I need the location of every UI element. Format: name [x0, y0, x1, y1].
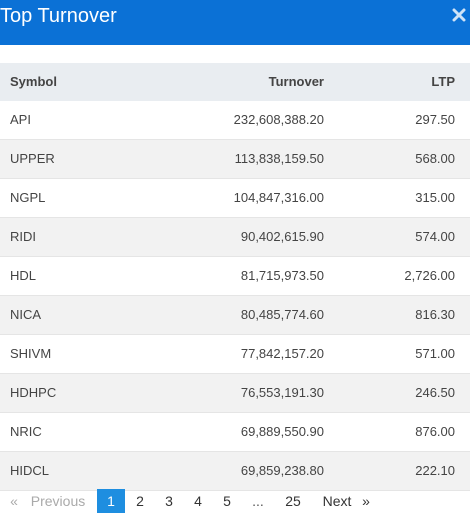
cell-symbol: NICA: [10, 307, 42, 322]
cell-ltp: 297.50: [415, 112, 455, 127]
cell-symbol: UPPER: [10, 151, 55, 166]
table-row[interactable]: NICA 80,485,774.60 816.30: [0, 296, 470, 335]
table-row[interactable]: API 232,608,388.20 297.50: [0, 101, 470, 140]
page-button-3[interactable]: 3: [165, 493, 173, 509]
cell-symbol: NRIC: [10, 424, 42, 439]
cell-turnover: 69,859,238.80: [240, 463, 324, 478]
page-button-5[interactable]: 5: [223, 493, 231, 509]
page-button-2[interactable]: 2: [136, 493, 144, 509]
column-header-ltp[interactable]: LTP: [431, 74, 455, 89]
table-row[interactable]: HDL 81,715,973.50 2,726.00: [0, 257, 470, 296]
table-row[interactable]: HIDCL 69,859,238.80 222.10: [0, 452, 470, 491]
cell-ltp: 568.00: [415, 151, 455, 166]
close-icon[interactable]: [452, 8, 466, 22]
table-body: API 232,608,388.20 297.50 UPPER 113,838,159.…: [0, 101, 470, 491]
cell-ltp: 876.00: [415, 424, 455, 439]
cell-turnover: 232,608,388.20: [233, 112, 324, 127]
column-header-turnover[interactable]: Turnover: [268, 74, 324, 89]
cell-symbol: NGPL: [10, 190, 46, 205]
table-row[interactable]: NRIC 69,889,550.90 876.00: [0, 413, 470, 452]
last-page-arrow[interactable]: »: [362, 493, 370, 509]
modal-title: Top Turnover: [0, 5, 117, 27]
cell-turnover: 69,889,550.90: [240, 424, 324, 439]
cell-ltp: 246.50: [415, 385, 455, 400]
modal-header: Top Turnover: [0, 0, 470, 45]
first-page-arrow: «: [10, 493, 18, 509]
table-row[interactable]: HDHPC 76,553,191.30 246.50: [0, 374, 470, 413]
cell-symbol: HIDCL: [10, 463, 50, 478]
table-row[interactable]: NGPL 104,847,316.00 315.00: [0, 179, 470, 218]
cell-turnover: 113,838,159.50: [234, 151, 324, 166]
pagination: « Previous 1 2 3 4 5 ... 25 Next »: [0, 489, 470, 513]
cell-ltp: 2,726.00: [404, 268, 455, 283]
cell-symbol: HDL: [10, 268, 37, 283]
table-row[interactable]: SHIVM 77,842,157.20 571.00: [0, 335, 470, 374]
cell-turnover: 81,715,973.50: [240, 268, 324, 283]
table-row[interactable]: RIDI 90,402,615.90 574.00: [0, 218, 470, 257]
cell-ltp: 222.10: [415, 463, 455, 478]
cell-turnover: 90,402,615.90: [240, 229, 324, 244]
previous-button: Previous: [30, 493, 86, 509]
cell-symbol: HDHPC: [10, 385, 57, 400]
next-button[interactable]: Next: [322, 493, 352, 509]
cell-ltp: 816.30: [415, 307, 455, 322]
table-header: Symbol Turnover LTP: [0, 63, 470, 101]
pagination-ellipsis: ...: [252, 493, 264, 509]
cell-symbol: SHIVM: [10, 346, 52, 361]
cell-symbol: API: [10, 112, 31, 127]
column-header-symbol[interactable]: Symbol: [10, 74, 57, 89]
cell-turnover: 76,553,191.30: [240, 385, 324, 400]
table-row[interactable]: UPPER 113,838,159.50 568.00: [0, 140, 470, 179]
cell-turnover: 104,847,316.00: [233, 190, 324, 205]
cell-symbol: RIDI: [10, 229, 36, 244]
cell-ltp: 315.00: [415, 190, 455, 205]
page-button-25[interactable]: 25: [285, 493, 301, 509]
cell-turnover: 77,842,157.20: [240, 346, 324, 361]
cell-ltp: 574.00: [415, 229, 455, 244]
cell-turnover: 80,485,774.60: [240, 307, 324, 322]
cell-ltp: 571.00: [415, 346, 455, 361]
page-button-1[interactable]: 1: [97, 489, 125, 513]
page-button-4[interactable]: 4: [194, 493, 202, 509]
